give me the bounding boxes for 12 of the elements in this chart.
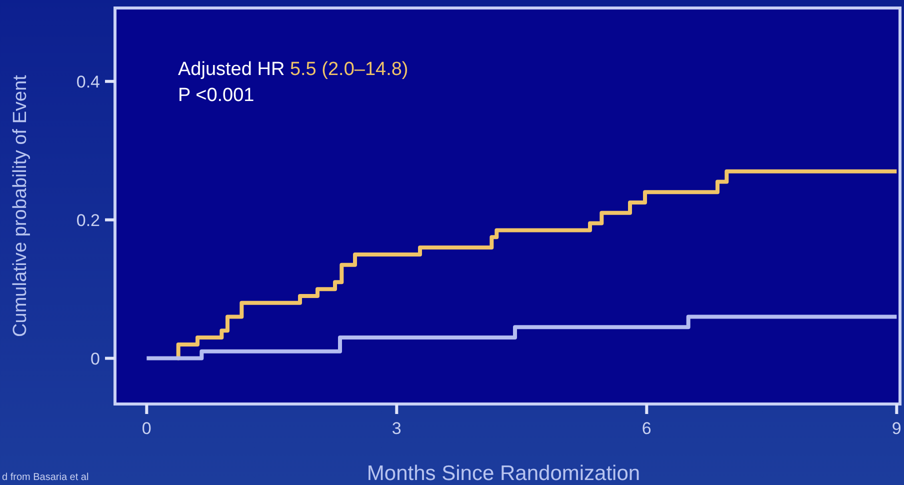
x-tick-label: 0: [142, 419, 152, 438]
x-tick-label: 6: [642, 419, 652, 438]
x-tick-label: 9: [892, 419, 902, 438]
annotation: Adjusted HR 5.5 (2.0–14.8): [178, 59, 408, 80]
text: d from Basaria et al: [2, 472, 89, 483]
annotation: P <0.001: [178, 85, 254, 106]
y-tick-label: 0.2: [76, 210, 100, 230]
x-tick-label: 3: [392, 419, 402, 438]
y-axis-title: Cumulative probability of Event: [10, 74, 31, 337]
x-axis-title: Months Since Randomization: [366, 462, 640, 485]
y-tick-label: 0.4: [76, 72, 100, 92]
y-tick-label: 0: [90, 349, 100, 368]
